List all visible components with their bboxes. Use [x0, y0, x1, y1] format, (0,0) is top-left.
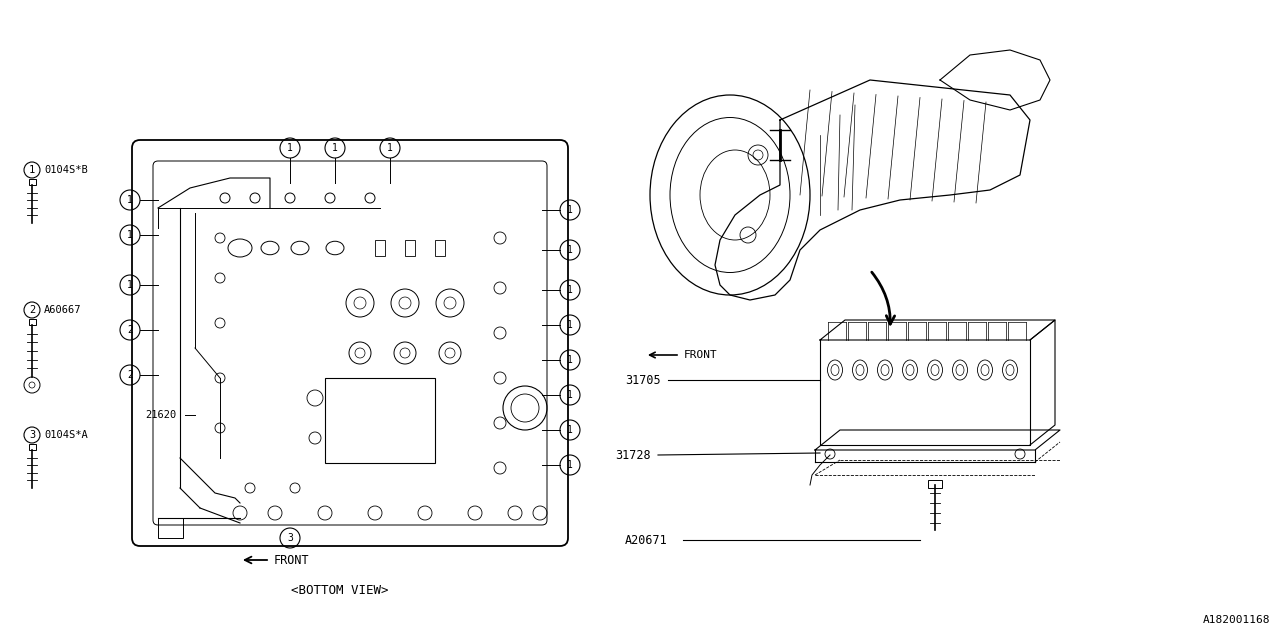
Text: 1: 1: [567, 390, 573, 400]
Text: 1: 1: [127, 195, 133, 205]
Text: 1: 1: [127, 280, 133, 290]
Text: FRONT: FRONT: [274, 554, 310, 566]
Text: A60667: A60667: [44, 305, 82, 315]
Text: A20671: A20671: [625, 534, 668, 547]
Bar: [28, 179, 36, 185]
Text: 2: 2: [29, 305, 35, 315]
Bar: [928, 480, 942, 488]
Bar: [325, 378, 435, 463]
Text: 3: 3: [287, 533, 293, 543]
Text: 1: 1: [387, 143, 393, 153]
Text: 1: 1: [567, 320, 573, 330]
Bar: [375, 240, 385, 256]
Text: 2: 2: [127, 370, 133, 380]
Text: 1: 1: [567, 285, 573, 295]
Text: 1: 1: [567, 245, 573, 255]
Text: 2: 2: [127, 325, 133, 335]
Text: 1: 1: [29, 165, 35, 175]
Text: 1: 1: [127, 230, 133, 240]
Text: 1: 1: [332, 143, 338, 153]
Text: 0104S*A: 0104S*A: [44, 430, 88, 440]
Text: FRONT: FRONT: [684, 350, 718, 360]
Text: 3: 3: [29, 430, 35, 440]
Bar: [28, 444, 36, 450]
Bar: [28, 319, 36, 325]
Text: 1: 1: [567, 425, 573, 435]
Text: 1: 1: [567, 355, 573, 365]
Text: 21620: 21620: [145, 410, 177, 420]
Text: 0104S*B: 0104S*B: [44, 165, 88, 175]
Text: A182001168: A182001168: [1202, 615, 1270, 625]
Bar: [404, 240, 415, 256]
Text: 1: 1: [287, 143, 293, 153]
Bar: [157, 518, 183, 538]
Text: <BOTTOM VIEW>: <BOTTOM VIEW>: [292, 584, 389, 596]
Text: 31728: 31728: [614, 449, 650, 461]
Text: 31705: 31705: [625, 374, 660, 387]
Text: 1: 1: [567, 460, 573, 470]
Bar: [435, 240, 445, 256]
Text: 1: 1: [567, 205, 573, 215]
